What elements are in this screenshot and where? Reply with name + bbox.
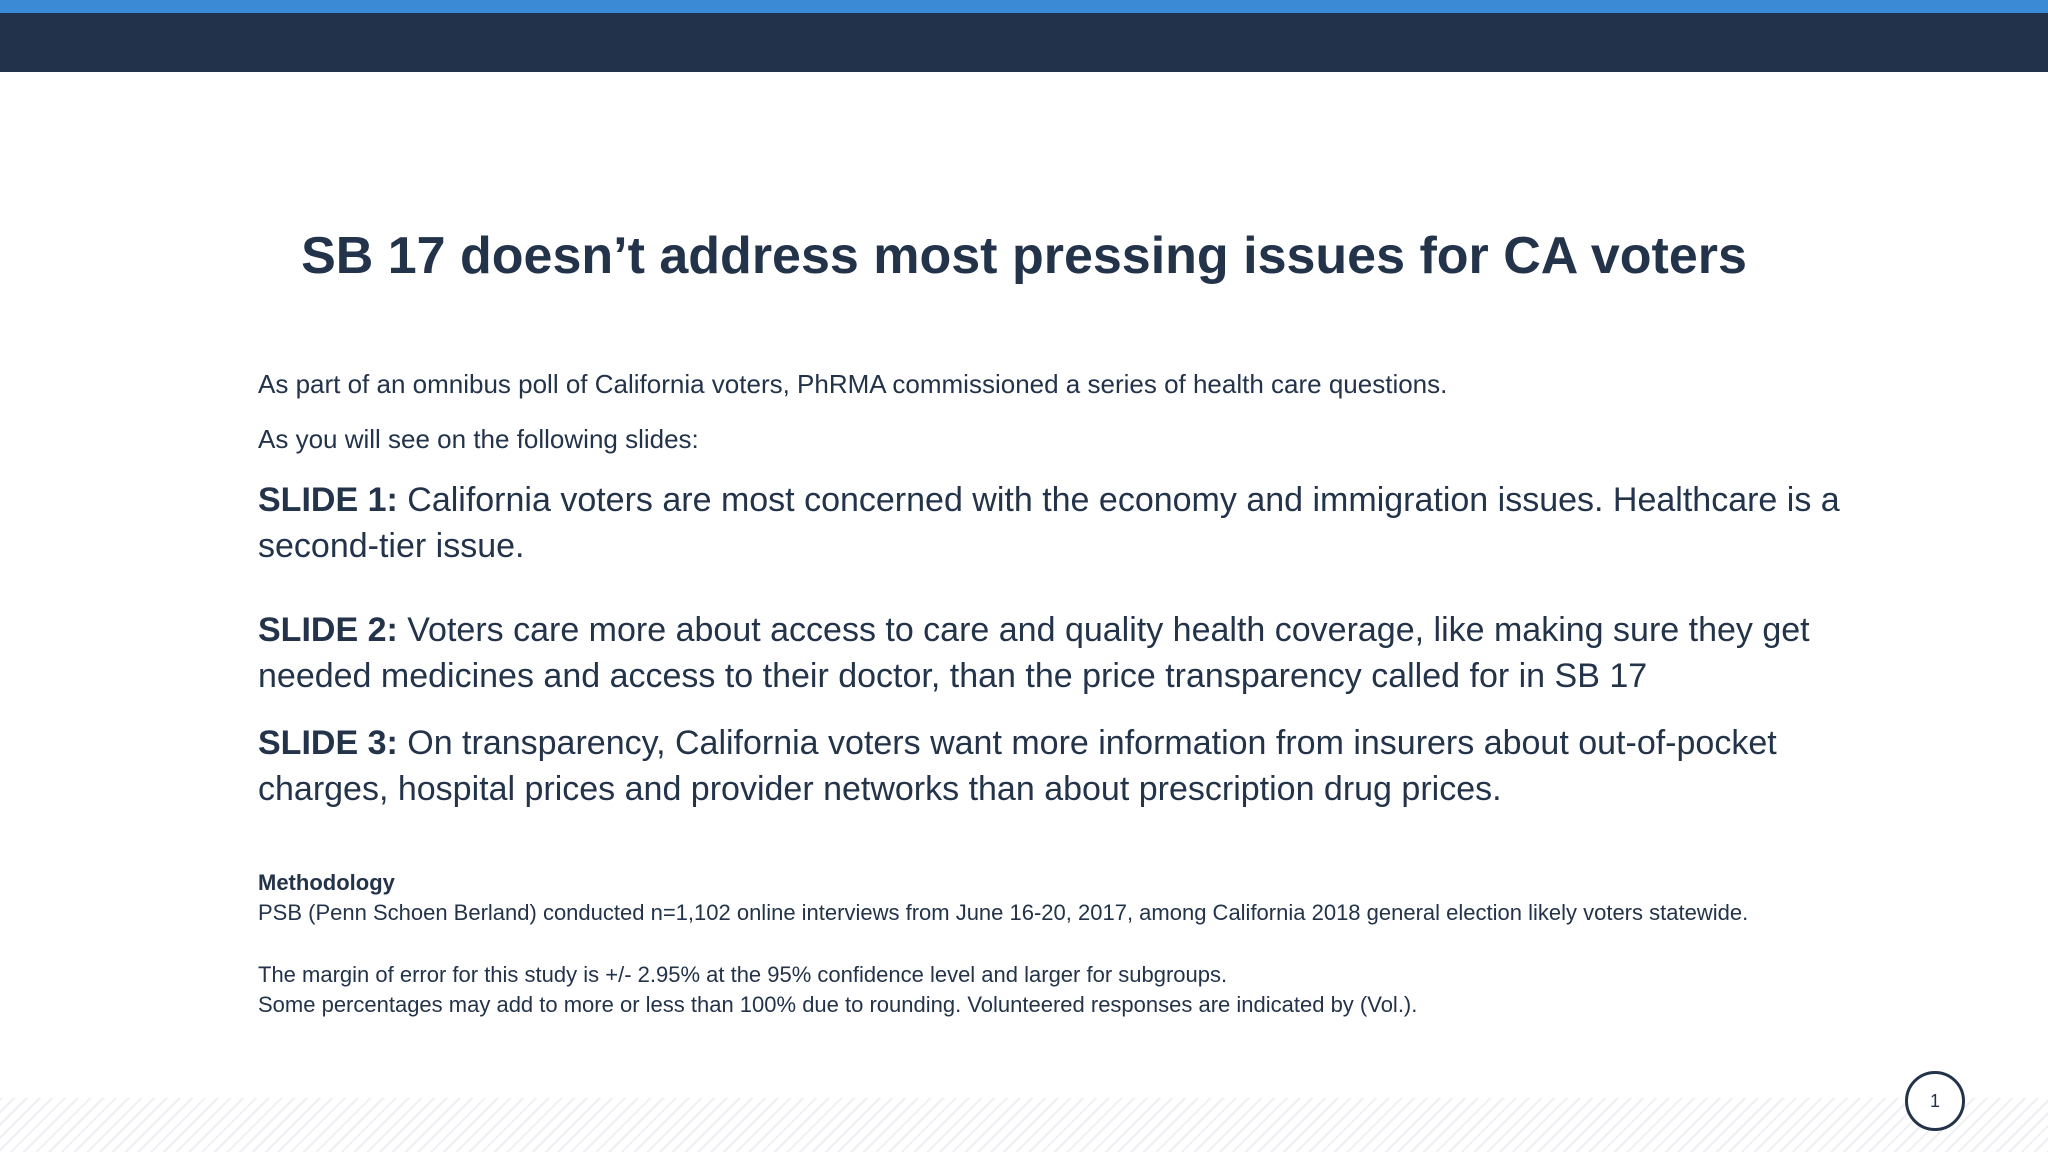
summary-point-slide-2: SLIDE 2: Voters care more about access t… xyxy=(258,607,1858,699)
point-label: SLIDE 1: xyxy=(258,481,398,519)
intro-text: As part of an omnibus poll of California… xyxy=(258,369,1448,399)
summary-point-slide-1: SLIDE 1: California voters are most conc… xyxy=(258,477,1858,569)
footer-hatch-pattern xyxy=(0,1098,2048,1152)
header-accent-stripe xyxy=(0,0,2048,13)
methodology-line: PSB (Penn Schoen Berland) conducted n=1,… xyxy=(258,900,1749,925)
point-text: California voters are most concerned wit… xyxy=(258,481,1840,565)
header-band xyxy=(0,13,2048,72)
intro-lead-in: As you will see on the following slides: xyxy=(258,424,699,454)
methodology-section: Methodology PSB (Penn Schoen Berland) co… xyxy=(258,868,1958,1020)
point-text: On transparency, California voters want … xyxy=(258,724,1777,808)
methodology-heading: Methodology xyxy=(258,870,395,895)
slide-title: SB 17 doesn’t address most pressing issu… xyxy=(301,227,1747,285)
point-label: SLIDE 2: xyxy=(258,611,398,649)
page-number-badge: 1 xyxy=(1905,1071,1965,1131)
summary-point-slide-3: SLIDE 3: On transparency, California vot… xyxy=(258,720,1858,812)
methodology-line: The margin of error for this study is +/… xyxy=(258,962,1228,987)
point-text: Voters care more about access to care an… xyxy=(258,611,1810,695)
methodology-line: Some percentages may add to more or less… xyxy=(258,992,1418,1017)
point-label: SLIDE 3: xyxy=(258,724,398,762)
